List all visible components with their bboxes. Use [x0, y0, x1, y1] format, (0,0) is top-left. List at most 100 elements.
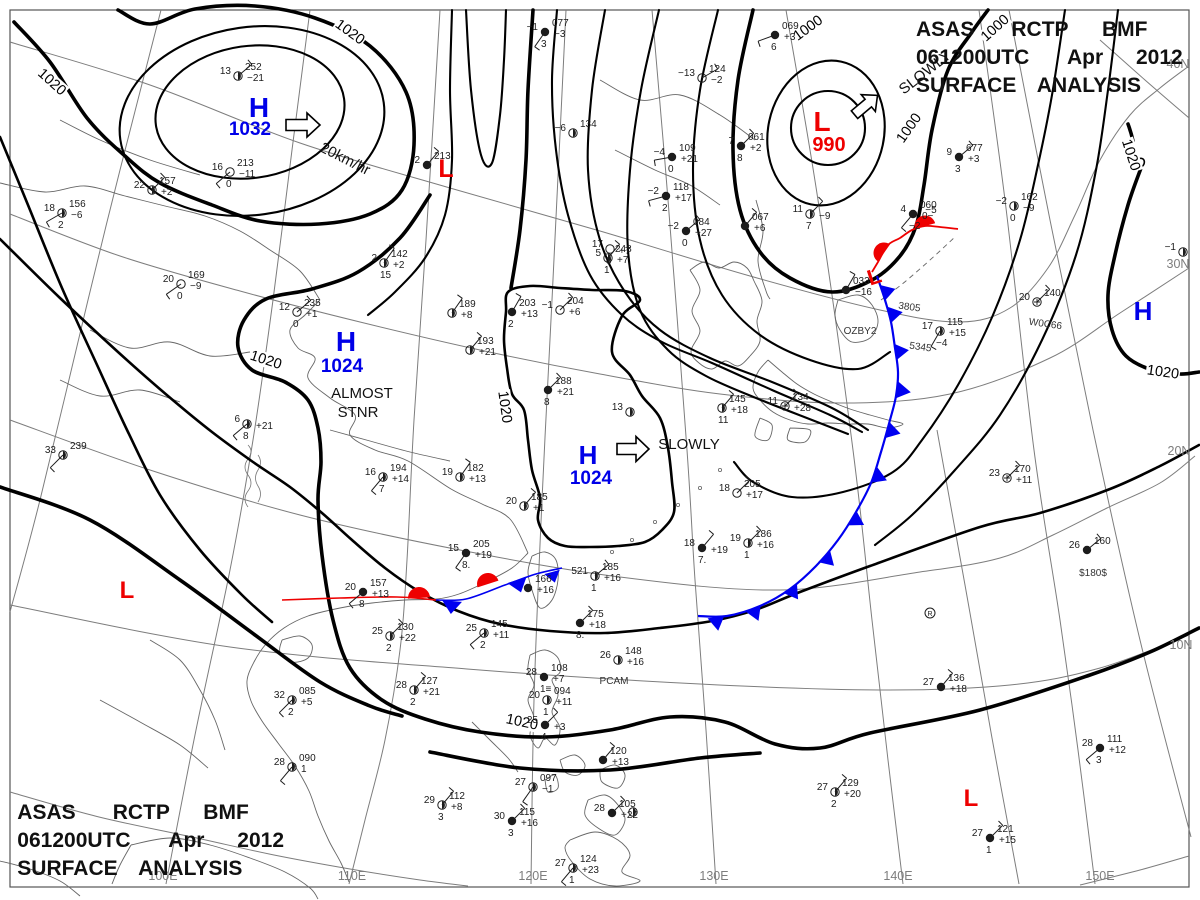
svg-text:1020: 1020	[504, 711, 539, 733]
svg-text:3: 3	[1096, 755, 1102, 766]
svg-text:28: 28	[274, 757, 286, 768]
svg-text:15: 15	[448, 543, 460, 554]
svg-text:+3: +3	[968, 154, 980, 165]
svg-text:100E: 100E	[148, 869, 177, 883]
svg-text:239: 239	[70, 441, 87, 452]
svg-text:061: 061	[748, 132, 765, 143]
svg-text:+8: +8	[451, 802, 463, 813]
svg-text:235: 235	[304, 298, 321, 309]
svg-text:+27: +27	[695, 228, 712, 239]
svg-text:7: 7	[728, 136, 734, 147]
svg-text:097: 097	[540, 773, 557, 784]
svg-text:166: 166	[535, 574, 552, 585]
svg-text:157: 157	[370, 578, 387, 589]
svg-text:+16: +16	[627, 657, 644, 668]
svg-text:−4: −4	[936, 338, 948, 349]
svg-text:185: 185	[602, 562, 619, 573]
svg-text:127: 127	[421, 676, 438, 687]
svg-text:2012: 2012	[237, 829, 284, 852]
svg-text:1020: 1020	[1146, 362, 1180, 382]
svg-text:193: 193	[477, 336, 494, 347]
svg-text:28: 28	[1082, 738, 1094, 749]
svg-text:+21: +21	[256, 421, 273, 432]
svg-text:+16: +16	[757, 540, 774, 551]
svg-text:0: 0	[668, 164, 674, 175]
svg-text:+20: +20	[844, 789, 861, 800]
svg-text:252: 252	[245, 62, 262, 73]
svg-text:18: 18	[719, 483, 731, 494]
svg-text:+1: +1	[306, 309, 318, 320]
svg-text:1032: 1032	[229, 119, 271, 140]
svg-text:−21: −21	[247, 73, 264, 84]
svg-text:061200UTC: 061200UTC	[17, 829, 130, 852]
svg-text:129: 129	[842, 778, 859, 789]
svg-text:+21: +21	[423, 687, 440, 698]
svg-text:28: 28	[594, 803, 606, 814]
svg-text:+7: +7	[553, 674, 565, 685]
svg-text:11: 11	[768, 396, 779, 407]
svg-text:0: 0	[1010, 213, 1016, 224]
svg-text:061200UTC: 061200UTC	[916, 46, 1029, 69]
svg-text:+2: +2	[393, 260, 405, 271]
svg-text:186: 186	[755, 529, 772, 540]
svg-text:1≡: 1≡	[540, 684, 552, 695]
svg-text:069: 069	[782, 21, 799, 32]
svg-text:3: 3	[508, 828, 514, 839]
svg-text:182: 182	[467, 463, 484, 474]
svg-text:169: 169	[188, 270, 205, 281]
svg-text:+22: +22	[621, 810, 638, 821]
svg-text:+1: +1	[533, 503, 545, 514]
svg-text:203: 203	[519, 298, 536, 309]
svg-text:136: 136	[948, 673, 965, 684]
svg-text:−1: −1	[1165, 242, 1177, 253]
svg-text:157: 157	[159, 176, 176, 187]
svg-text:20: 20	[1019, 292, 1031, 303]
svg-text:1020: 1020	[494, 390, 514, 424]
svg-text:8: 8	[544, 397, 550, 408]
svg-text:−1: −1	[542, 784, 554, 795]
svg-text:26: 26	[1069, 540, 1081, 551]
svg-text:20N: 20N	[1168, 444, 1191, 458]
svg-text:090: 090	[299, 753, 316, 764]
svg-text:32: 32	[274, 690, 286, 701]
svg-text:−16: −16	[855, 287, 872, 298]
svg-text:+21: +21	[479, 347, 496, 358]
svg-text:25: 25	[527, 715, 539, 726]
svg-text:19: 19	[730, 533, 742, 544]
svg-text:W0C66: W0C66	[1028, 317, 1063, 333]
svg-text:4: 4	[541, 732, 547, 743]
svg-text:8: 8	[737, 153, 743, 164]
svg-text:3805: 3805	[898, 301, 922, 315]
svg-text:H: H	[336, 326, 356, 357]
svg-text:Apr: Apr	[168, 829, 204, 852]
svg-text:28: 28	[526, 667, 538, 678]
svg-text:+7: +7	[619, 246, 631, 257]
svg-text:SLOWLY: SLOWLY	[658, 436, 719, 453]
svg-text:5345: 5345	[909, 341, 933, 355]
svg-text:1024: 1024	[570, 468, 613, 489]
svg-text:15: 15	[380, 270, 392, 281]
svg-text:2: 2	[410, 697, 416, 708]
svg-text:+19: +19	[711, 545, 728, 556]
svg-text:6: 6	[234, 414, 240, 425]
svg-text:+18: +18	[589, 620, 606, 631]
svg-text:RCTP: RCTP	[1011, 18, 1068, 41]
svg-text:130: 130	[397, 622, 414, 633]
svg-text:7: 7	[806, 221, 812, 232]
svg-text:3: 3	[955, 164, 961, 175]
svg-text:−2: −2	[668, 221, 680, 232]
svg-text:H: H	[579, 440, 598, 470]
svg-text:248: 248	[615, 244, 632, 255]
svg-text:7: 7	[379, 484, 385, 495]
svg-text:145: 145	[491, 619, 508, 630]
svg-text:ANALYSIS: ANALYSIS	[1037, 74, 1141, 97]
svg-text:L: L	[964, 785, 979, 812]
svg-text:PCAM: PCAM	[600, 676, 629, 687]
svg-text:ANALYSIS: ANALYSIS	[138, 857, 242, 880]
svg-text:8.: 8.	[576, 630, 584, 641]
svg-text:160: 160	[1094, 536, 1111, 547]
svg-text:+13: +13	[469, 474, 486, 485]
svg-text:1: 1	[301, 764, 307, 775]
svg-text:170: 170	[1014, 464, 1031, 475]
svg-text:OZBY2: OZBY2	[844, 326, 877, 337]
